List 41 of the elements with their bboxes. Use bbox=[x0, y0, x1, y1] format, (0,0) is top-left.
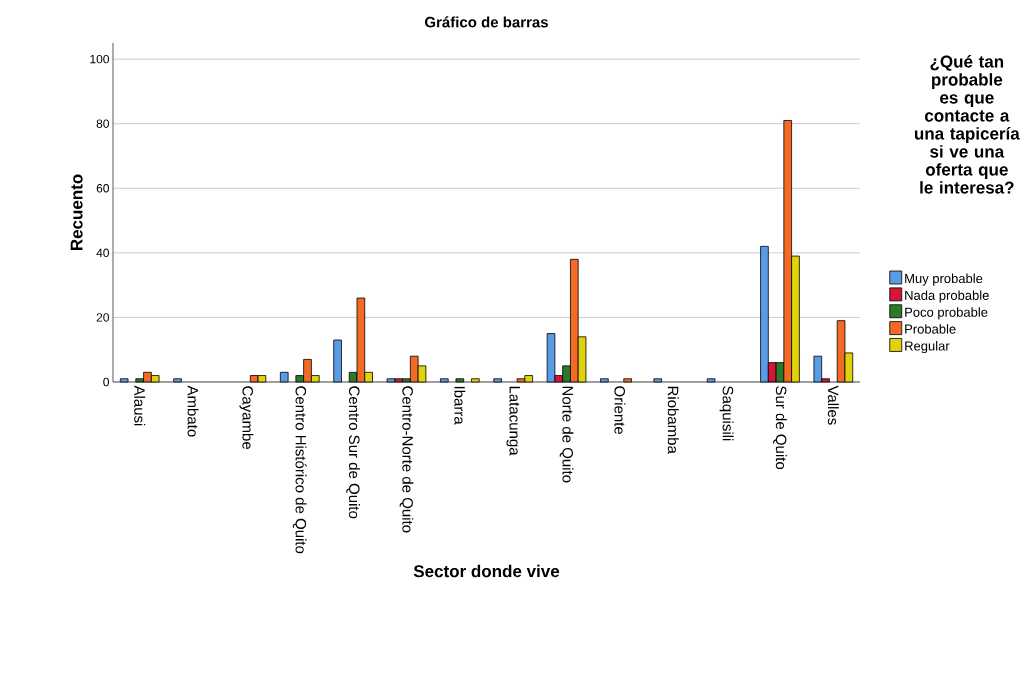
x-tick-label: Centro Histórico de Quito bbox=[292, 386, 307, 554]
x-tick-label: Centro-Norte de Quito bbox=[399, 386, 414, 533]
y-tick-label: 60 bbox=[96, 184, 110, 193]
legend-label: Probable bbox=[905, 324, 956, 334]
bar bbox=[440, 378, 449, 383]
legend-label: Nada probable bbox=[905, 290, 989, 303]
bar bbox=[493, 378, 502, 383]
chart-title: Gráfico de barras bbox=[425, 16, 548, 28]
y-tick-label: 0 bbox=[103, 377, 110, 387]
y-tick-label: 80 bbox=[96, 119, 110, 128]
bar bbox=[471, 378, 480, 383]
bar bbox=[119, 378, 129, 383]
x-tick-label: Saquisili bbox=[719, 386, 734, 441]
legend-label: Poco probable bbox=[905, 307, 988, 320]
x-tick-label: Riobamba bbox=[667, 386, 679, 454]
y-tick-label: 40 bbox=[96, 248, 110, 258]
y-tick-label: 20 bbox=[96, 313, 110, 322]
x-tick-label: Sur de Quito bbox=[773, 386, 787, 470]
x-tick-label: Cayambe bbox=[239, 386, 254, 450]
bar bbox=[455, 378, 465, 383]
bar bbox=[279, 371, 289, 383]
x-tick-label: Alausi bbox=[134, 385, 146, 426]
x-axis-title: Sector donde vive bbox=[413, 564, 560, 578]
bar bbox=[706, 378, 716, 383]
bar bbox=[623, 378, 632, 383]
legend-label: Regular bbox=[905, 341, 950, 354]
x-tick-label: Centro Sur de Quito bbox=[346, 386, 360, 519]
bar bbox=[600, 378, 609, 383]
bar bbox=[333, 339, 342, 383]
y-tick-label: 100 bbox=[90, 54, 110, 64]
x-tick-label: Latacunga bbox=[506, 386, 520, 456]
y-axis-title: Recuento bbox=[70, 174, 83, 251]
x-tick-label: Ibarra bbox=[454, 386, 466, 425]
x-tick-label: Norte de Quito bbox=[559, 386, 574, 483]
bar bbox=[173, 378, 182, 383]
legend-title: ¿Qué tan probable es que contacte a una tapicería si ve una oferta que le interesa? bbox=[914, 54, 1020, 194]
x-tick-label: Valles bbox=[827, 385, 839, 425]
legend-label: Muy probable bbox=[905, 273, 983, 286]
x-tick-label: Ambato bbox=[187, 385, 199, 437]
x-tick-label: Oriente bbox=[614, 386, 626, 435]
bar bbox=[653, 378, 663, 383]
